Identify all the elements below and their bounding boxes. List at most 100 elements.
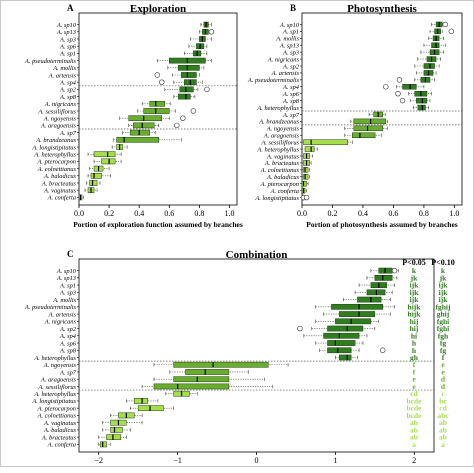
outlier-point <box>190 108 197 114</box>
x-tick-label: 1.0 <box>449 209 459 218</box>
species-label: A. bracteatus <box>41 180 77 187</box>
significance-letters: fg <box>440 346 446 355</box>
significance-letters: e <box>441 367 445 376</box>
x-tick-label: 1.0 <box>224 209 234 218</box>
box <box>137 405 164 412</box>
outlier-point <box>159 79 165 85</box>
species-label: A. baladicus <box>43 427 76 434</box>
x-tick-label: 0.4 <box>134 209 144 218</box>
species-label: A. sp6 <box>282 91 300 98</box>
species-label: A. longistipitatus <box>31 144 76 151</box>
species-label: A. sp10 <box>56 22 77 29</box>
significance-letters: bcde <box>407 404 423 413</box>
significance-letters: ghij <box>437 310 450 319</box>
species-label: A. sp10 <box>56 268 77 275</box>
box <box>116 136 160 143</box>
significance-letters: ab <box>410 433 418 442</box>
box <box>303 139 348 145</box>
species-label: A. sp2 <box>282 63 300 70</box>
box <box>178 64 200 71</box>
significance-letters: hij <box>410 324 419 333</box>
significance-letters: a <box>441 440 445 449</box>
x-tick-label: 0.8 <box>194 209 204 218</box>
x-tick-label: 0 <box>255 456 259 465</box>
species-label: A. sp6 <box>59 340 77 347</box>
box <box>327 325 364 332</box>
significance-letters: d <box>441 375 446 384</box>
species-label: A. sessiliflorus <box>37 384 76 391</box>
species-label: A. nigricans <box>44 319 77 326</box>
x-tick-label: 0.6 <box>388 209 398 218</box>
outlier-point <box>297 325 303 332</box>
outlier-point <box>303 194 310 201</box>
x-tick-label: 2 <box>412 456 416 465</box>
significance-letters: f <box>413 367 416 376</box>
x-tick-label: −1 <box>173 456 182 465</box>
species-label: A. sp1 <box>282 29 299 36</box>
box <box>327 347 352 354</box>
species-label: A. sp10 <box>279 22 300 29</box>
box <box>173 361 269 368</box>
significance-letters: bc <box>439 396 447 405</box>
outlier-point <box>383 84 389 90</box>
species-label: A. vaginatus <box>43 188 76 195</box>
significance-letters: abc <box>437 411 449 420</box>
box <box>110 427 123 433</box>
panel-a: A Exploration 0.0 0.2 0.4 0.6 0.8 1.0 Portion of… <box>24 3 243 229</box>
outlier-point <box>380 347 386 353</box>
species-label: A. ngoyensis <box>266 126 300 133</box>
box <box>304 146 315 152</box>
outlier-point <box>154 72 160 78</box>
box <box>331 303 383 310</box>
species-label: A. nigricans <box>267 56 300 63</box>
significance-letters: hij <box>410 317 419 326</box>
species-label: A. conferta <box>47 442 76 449</box>
x-axis-label: Portion of photosynthesis assumed by bra… <box>306 220 458 229</box>
species-label: A. aragoensis <box>40 377 77 384</box>
species-label: A. sp3 <box>59 36 76 43</box>
species-label: A. conferta <box>47 195 76 202</box>
significance-letters: fg <box>440 339 446 348</box>
plot-frame <box>301 12 463 206</box>
outlier-point <box>396 77 403 83</box>
species-label: A. pterocarpon <box>260 181 299 188</box>
significance-letters: ab <box>439 433 447 442</box>
species-label: A. nigricans <box>44 101 77 108</box>
x-tick-label: 0.6 <box>164 209 174 218</box>
letters-header: P<0.10 <box>431 258 454 267</box>
x-tick-label: 0.2 <box>104 209 114 218</box>
box <box>179 86 194 93</box>
significance-letters: fgh <box>438 331 449 340</box>
x-tick-label: −2 <box>94 456 103 465</box>
outlier-point <box>442 21 448 28</box>
panel-letter: A <box>67 3 74 13</box>
significance-letters: ab <box>439 418 447 427</box>
significance-letters: f <box>413 360 416 369</box>
species-label: A. mollis <box>52 297 76 304</box>
significance-letters: bcde <box>407 411 423 420</box>
species-label: A. longistipitatus <box>254 195 299 202</box>
species-label: A. sp8 <box>59 94 77 101</box>
outlier-point <box>204 86 210 93</box>
significance-letters: ijk <box>439 281 449 290</box>
box <box>153 383 230 390</box>
box <box>339 311 376 317</box>
species-label: A. sp13 <box>56 275 76 282</box>
species-label: A. vaginatus <box>43 420 76 427</box>
outlier-point <box>395 90 401 97</box>
box <box>181 72 197 78</box>
species-label: A. aragoensis <box>40 123 77 130</box>
x-tick-label: 0.0 <box>297 209 307 218</box>
species-label: A. colnettianus <box>260 167 300 174</box>
species-label: A. sp8 <box>59 348 77 355</box>
species-label: A. colnettianus <box>37 166 77 173</box>
species-label: A. sp4 <box>59 80 77 87</box>
box <box>178 93 191 100</box>
box <box>327 340 356 346</box>
panel-b: B Photosynthesis 0.0 0.2 0.4 0.6 0.8 1.0 Portion… <box>247 3 463 229</box>
box <box>303 167 309 173</box>
box <box>402 84 417 90</box>
significance-letters: fghi <box>437 317 450 326</box>
species-label: A. mollis <box>52 65 76 72</box>
